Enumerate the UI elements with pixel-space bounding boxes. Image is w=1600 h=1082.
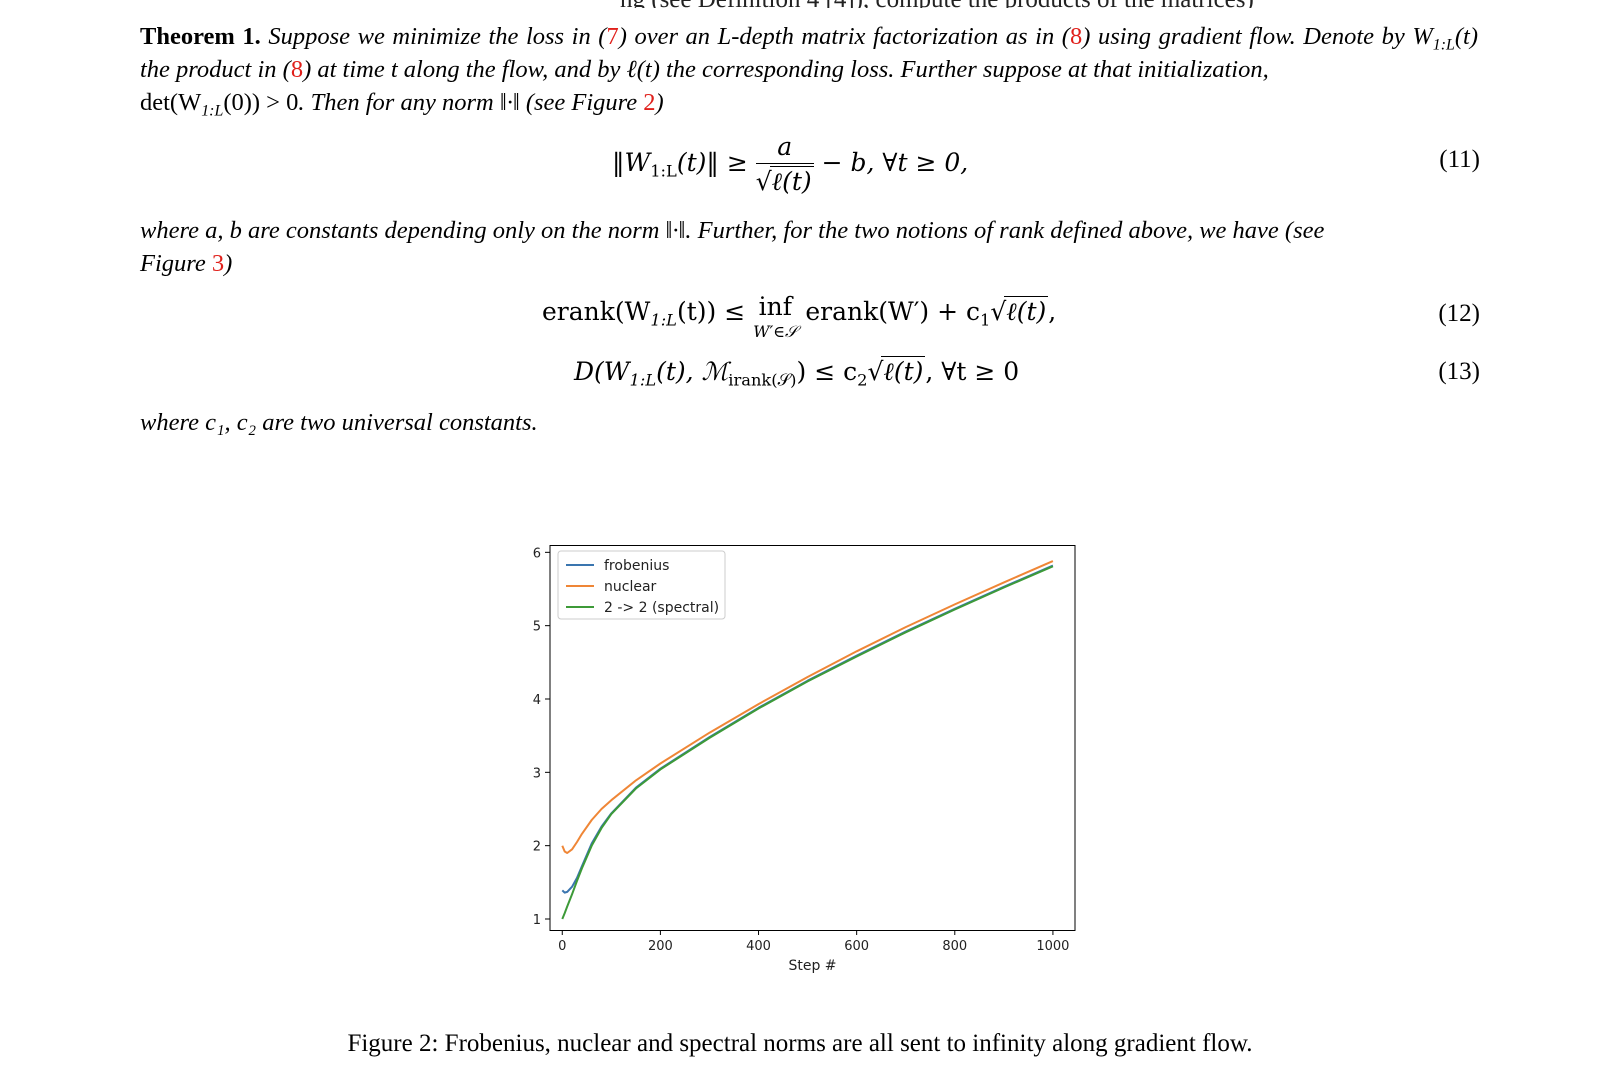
legend-entry: 2 -> 2 (spectral) xyxy=(604,600,719,616)
x-tick-label: 200 xyxy=(648,939,673,954)
series-line-nuclear xyxy=(561,560,1054,854)
eq-lhs-tail: (t)‖ ≥ xyxy=(676,148,748,177)
math-subscript: 1:L xyxy=(1432,36,1455,54)
det-condition-tail: (0)) > 0 xyxy=(223,89,299,116)
eq-rhs: erank(W′) + c xyxy=(805,297,981,326)
paragraph-constants: where c₁, c₂ are two universal constants… xyxy=(140,409,538,436)
x-axis-label: Step # xyxy=(788,958,836,974)
y-tick-label: 5 xyxy=(533,620,541,635)
math-symbol: (t) xyxy=(1454,23,1479,50)
figure-ref-link[interactable]: 2 xyxy=(643,89,656,116)
math-subscript: 1:L xyxy=(650,161,677,181)
y-tick-label: 4 xyxy=(533,693,541,708)
theorem-statement: Theorem 1. Suppose we minimize the loss … xyxy=(140,20,1478,119)
equation-13: D(W1:L(t), ℳirank(𝒮)) ≤ c2√ℓ(t), ∀t ≥ 0 xyxy=(574,356,1020,390)
equation-number: (12) xyxy=(1438,300,1480,327)
sqrt-argument: ℓ(t) xyxy=(881,356,926,386)
math-subscript: 1 xyxy=(980,310,991,330)
theorem-text: . Then for any norm ‖·‖ (see Figure xyxy=(298,89,644,116)
equation-ref-link[interactable]: 8 xyxy=(290,56,304,83)
theorem-text: ) using gradient flow. Denote by xyxy=(1082,23,1405,50)
x-tick-label: 600 xyxy=(844,939,869,954)
equation-number: (11) xyxy=(1439,146,1480,173)
fraction-denominator: ℓ(t) xyxy=(769,166,814,196)
theorem-text: ) over an L-depth matrix factorization a… xyxy=(618,23,1070,50)
infimum-subscript: W′∈𝒮 xyxy=(753,322,798,341)
equation-12: erank(W1:L(t)) ≤ inf W′∈𝒮 erank(W′) + c1… xyxy=(542,292,1057,341)
math-subscript: 2 xyxy=(857,370,868,390)
clipped-top-line: ng (see Definition 4 [4]), compute the p… xyxy=(0,0,1600,8)
theorem-text: ) at time t along the flow, and by ℓ(t) … xyxy=(303,56,1269,83)
math-subscript: 1:L xyxy=(650,310,677,330)
norm-growth-chart: 0 200 400 600 800 1000 1 2 3 4 5 6 Step # frobenius nu… xyxy=(533,545,1076,974)
paragraph-text: where a, b are constants depending only … xyxy=(140,217,1325,244)
series-line-2-2-spectral- xyxy=(561,565,1054,920)
math-subscript: irank(𝒮) xyxy=(728,370,797,390)
x-tick-label: 0 xyxy=(558,939,566,954)
math-subscript: 1:L xyxy=(201,102,224,120)
eq-lhs: erank(W xyxy=(542,297,651,326)
infimum-operator: inf xyxy=(758,292,792,321)
eq-rhs: − b, ∀t ≥ 0, xyxy=(821,148,969,177)
y-tick-label: 1 xyxy=(533,913,541,928)
theorem-label: Theorem 1. xyxy=(140,23,261,50)
paragraph-after-eq11: where a, b are constants depending only … xyxy=(140,214,1478,280)
theorem-text: Suppose we minimize the loss in ( xyxy=(268,23,607,50)
math-subscript: 1:L xyxy=(629,370,657,390)
equation-11: ‖W1:L(t)‖ ≥ a √ℓ(t) − b, ∀t ≥ 0, xyxy=(612,132,968,197)
figure-ref-link[interactable]: 3 xyxy=(211,250,225,277)
eq-tail: , ∀t ≥ 0 xyxy=(925,357,1020,386)
legend-box xyxy=(557,550,726,620)
equation-number: (13) xyxy=(1438,358,1480,385)
x-tick-label: 1000 xyxy=(1036,939,1069,954)
eq-mid: ) ≤ c xyxy=(796,357,858,386)
equation-ref-link[interactable]: 8 xyxy=(1069,23,1083,50)
legend-entry: frobenius xyxy=(604,558,669,574)
eq-lhs: D(W xyxy=(574,357,630,386)
theorem-text: ) xyxy=(655,89,664,116)
equation-ref-link[interactable]: 7 xyxy=(606,23,619,50)
paragraph-text: ) xyxy=(224,250,233,277)
legend-entry: nuclear xyxy=(604,579,657,595)
x-tick-label: 800 xyxy=(942,939,967,954)
eq-lhs-tail: (t)) ≤ xyxy=(676,297,746,326)
y-tick-label: 2 xyxy=(533,840,541,855)
y-tick-label: 6 xyxy=(533,546,541,561)
plot-frame xyxy=(549,545,1076,931)
det-condition: det(W xyxy=(140,89,202,116)
eq-lhs: ‖W xyxy=(612,148,651,177)
math-symbol: W xyxy=(1412,23,1433,50)
y-tick-label: 3 xyxy=(533,766,541,781)
theorem-text: the product in ( xyxy=(140,56,291,83)
fraction-numerator: a xyxy=(755,132,814,164)
eq-lhs-tail: (t), ℳ xyxy=(656,357,729,386)
paragraph-text: Figure xyxy=(140,250,212,277)
fraction: a √ℓ(t) xyxy=(755,132,814,196)
sqrt-argument: ℓ(t) xyxy=(1004,296,1049,326)
eq-tail: , xyxy=(1048,297,1057,326)
figure-caption: Figure 2: Frobenius, nuclear and spectra… xyxy=(347,1030,1253,1057)
x-tick-label: 400 xyxy=(746,939,771,954)
